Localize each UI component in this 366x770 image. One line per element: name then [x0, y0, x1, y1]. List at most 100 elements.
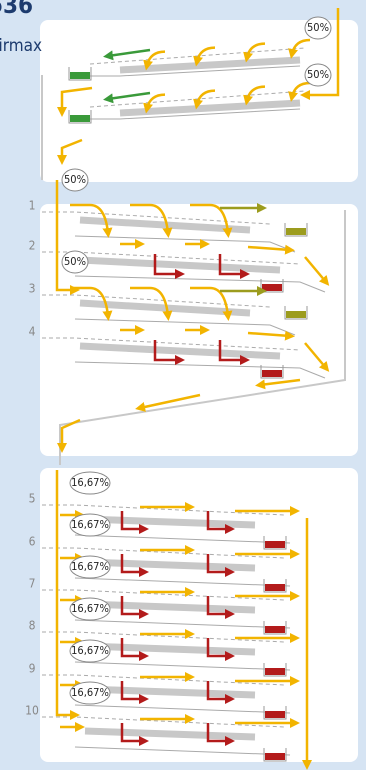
deck-line [42, 589, 286, 601]
percent-label: 16,67% [71, 644, 109, 657]
flow-diagram: 50% 50% 1 2 3 4 50% 50% 5 6 7 8 9 10 16,67% 16,67% 16,67… [25, 8, 346, 770]
tray [70, 115, 90, 122]
percent-label: 16,67% [71, 560, 109, 573]
title: 536 [0, 0, 33, 19]
arrow [193, 89, 216, 110]
deck-number: 10 [25, 704, 39, 718]
bubble [69, 471, 111, 495]
tray-outline [68, 110, 92, 124]
deck-number: 9 [29, 662, 36, 676]
tray [262, 370, 282, 377]
deck-line [74, 275, 326, 293]
deck-line [42, 251, 301, 265]
tray-outline [263, 706, 287, 720]
deck-number: 2 [29, 239, 36, 253]
arrow [218, 340, 250, 365]
bubble [69, 513, 111, 537]
arrow [135, 393, 201, 412]
deck-line [90, 108, 301, 120]
arrow [55, 470, 80, 720]
deck [79, 216, 251, 234]
tray [265, 584, 285, 591]
arrow [55, 180, 80, 295]
arrow [130, 286, 173, 321]
deck-line [42, 504, 286, 516]
arrow [255, 378, 301, 390]
deck-line [74, 746, 291, 756]
deck [79, 299, 251, 317]
arrow [153, 340, 185, 365]
arrow [120, 681, 149, 704]
percent-label: 16,67% [71, 476, 109, 489]
deck-number: 3 [29, 282, 36, 296]
tray-outline [263, 621, 287, 635]
arrow [57, 138, 83, 165]
bubble [69, 555, 111, 579]
arrow [247, 330, 295, 341]
arrow [103, 48, 151, 61]
arrow [120, 511, 149, 534]
arrow [206, 681, 235, 704]
arrow [243, 85, 266, 106]
bubble [69, 681, 111, 705]
arrow [288, 81, 311, 102]
tray [265, 668, 285, 675]
tray-outline [68, 67, 92, 81]
deck-line [42, 337, 301, 351]
deck-line [90, 65, 301, 77]
percent-label: 50% [307, 68, 329, 81]
tray [70, 72, 90, 79]
arrow [153, 254, 185, 279]
deck-number: 6 [29, 535, 36, 549]
arrow [206, 723, 235, 746]
deck-line [42, 547, 286, 559]
deck [79, 342, 281, 360]
arrow [120, 554, 149, 577]
arrow [206, 638, 235, 661]
deck [79, 256, 281, 274]
tray-outline [263, 663, 287, 677]
arrow [120, 638, 149, 661]
bubble [69, 597, 111, 621]
bubble [304, 63, 332, 87]
arrow [70, 286, 113, 321]
arrow [120, 723, 149, 746]
tray [265, 711, 285, 718]
arrow [247, 244, 295, 255]
deck-line [42, 211, 271, 225]
tray-outline [284, 306, 308, 320]
percent-label: 50% [307, 21, 329, 34]
deck-number: 7 [29, 577, 36, 591]
deck-number: 1 [29, 199, 36, 213]
arrow [143, 93, 166, 114]
deck-number: 4 [29, 325, 36, 339]
deck-line [74, 704, 291, 714]
tray-outline [263, 748, 287, 762]
deck-number: 5 [29, 492, 36, 506]
arrow [206, 511, 235, 534]
subtitle: Airmax [0, 36, 42, 56]
arrow [143, 50, 166, 71]
arrow [190, 286, 233, 321]
arrow [304, 256, 330, 286]
percent-label: 50% [64, 173, 86, 186]
arrow [193, 46, 216, 67]
arrow [243, 42, 266, 63]
tray-outline [260, 365, 284, 379]
tray [265, 626, 285, 633]
tray [265, 541, 285, 548]
arrow [57, 418, 81, 453]
tray [262, 284, 282, 291]
bubble [61, 168, 89, 192]
tray [286, 311, 306, 318]
tray-outline [260, 279, 284, 293]
arrow [288, 38, 311, 59]
deck-line [74, 361, 326, 379]
deck-line [42, 294, 271, 308]
deck-line [74, 534, 291, 544]
bubble [304, 16, 332, 40]
arrow [300, 8, 340, 100]
tray-outline [263, 536, 287, 550]
deck-line [74, 577, 291, 587]
